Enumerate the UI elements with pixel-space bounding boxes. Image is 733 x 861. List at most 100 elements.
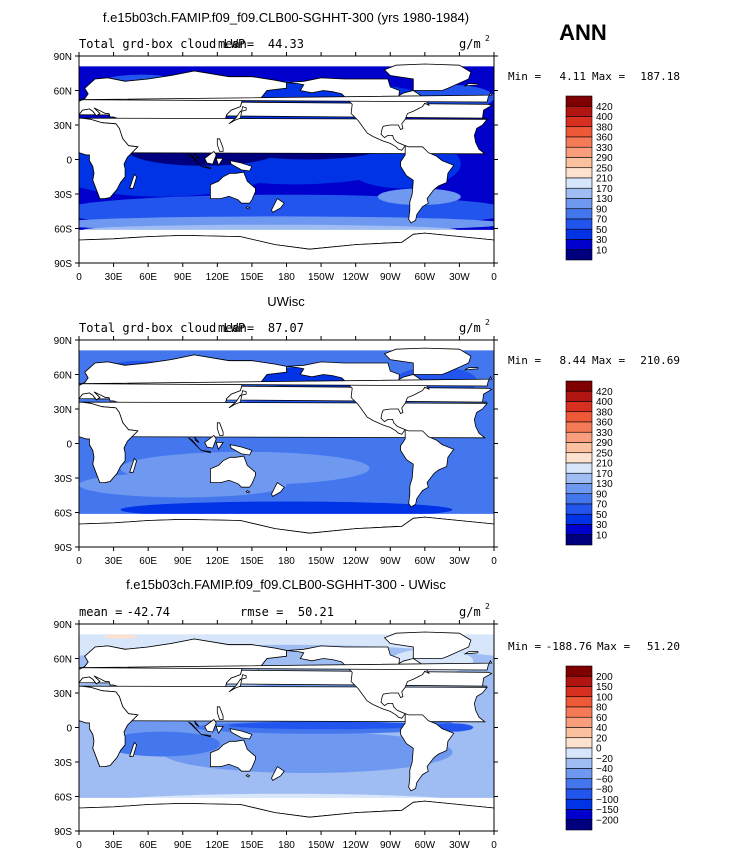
- lon-tick-label: 90E: [174, 840, 192, 851]
- colorbar-swatch: [565, 819, 593, 831]
- colorbar-swatch: [565, 809, 593, 821]
- land-outline: [79, 666, 80, 669]
- lon-tick-label: 30E: [105, 840, 123, 851]
- colorbar-swatch: [565, 737, 593, 749]
- colorbar-label: 290: [596, 153, 613, 164]
- colorbar-swatch: [565, 524, 593, 536]
- lon-tick-label: 120E: [206, 840, 230, 851]
- lon-tick-label: 90E: [174, 556, 192, 567]
- lon-tick-label: 120E: [206, 556, 230, 567]
- colorbar-swatch: [565, 716, 593, 728]
- colorbar-swatch: [565, 665, 593, 677]
- colorbar-swatch: [565, 95, 593, 107]
- colorbar-label: 50: [596, 510, 608, 521]
- colorbar-label: 400: [596, 112, 613, 123]
- lon-tick-label: 30W: [449, 840, 470, 851]
- land-outline: [216, 422, 224, 436]
- lat-tick-label: 0: [66, 440, 72, 451]
- colorbar-label: 200: [596, 672, 613, 683]
- lat-tick-label: 30N: [54, 689, 72, 700]
- colorbar-label: −40: [596, 764, 613, 775]
- colorbar-label: 70: [596, 215, 608, 226]
- land-outline: [210, 739, 256, 772]
- land-outline: [79, 516, 494, 547]
- colorbar-label: 10: [596, 245, 608, 256]
- land-outline: [228, 110, 242, 125]
- land-outline: [271, 766, 285, 781]
- colorbar-label: −150: [596, 805, 619, 816]
- colorbar-label: 250: [596, 163, 613, 174]
- lon-tick-label: 150W: [308, 556, 335, 567]
- lat-tick-label: 0: [66, 724, 72, 735]
- colorbar-swatch: [565, 177, 593, 189]
- colorbar-swatch: [565, 390, 593, 402]
- colorbar-swatch: [565, 472, 593, 484]
- panel-2-min-value: 8.44: [560, 354, 587, 367]
- field-contour-region: [103, 634, 138, 639]
- lon-tick-label: 180: [278, 556, 295, 567]
- land-outline: [79, 685, 139, 767]
- lon-tick-label: 90E: [174, 272, 192, 283]
- lat-tick-label: 90N: [54, 620, 72, 631]
- colorbar-label: 60: [596, 713, 608, 724]
- colorbar-swatch: [565, 208, 593, 220]
- colorbar-swatch: [565, 686, 593, 698]
- land-outline: [400, 429, 455, 508]
- colorbar-swatch: [565, 157, 593, 169]
- panel-3-units: g/m: [459, 605, 481, 619]
- colorbar-label: 150: [596, 682, 613, 693]
- panel-2-max-label: Max =: [592, 354, 625, 367]
- lon-tick-label: 150E: [240, 840, 264, 851]
- land-outline: [79, 91, 493, 103]
- colorbar-label: 360: [596, 418, 613, 429]
- colorbar-label: 400: [596, 397, 613, 408]
- colorbar-label: 420: [596, 102, 613, 113]
- colorbar-swatch: [565, 380, 593, 392]
- lon-tick-label: 60E: [139, 272, 157, 283]
- panel-1-min-label: Min =: [508, 70, 541, 83]
- panel-2-units-exp: 2: [485, 318, 490, 327]
- lon-tick-label: 150E: [240, 272, 264, 283]
- lat-tick-label: 90N: [54, 52, 72, 63]
- land-outline: [463, 367, 479, 371]
- lon-tick-label: 90W: [380, 272, 401, 283]
- colorbar-swatch: [565, 462, 593, 474]
- colorbar-label: 10: [596, 530, 608, 541]
- lat-tick-label: 60N: [54, 87, 72, 98]
- colorbar-label: 380: [596, 407, 613, 418]
- colorbar-label: 330: [596, 143, 613, 154]
- colorbar-label: 20: [596, 733, 608, 744]
- colorbar-swatch: [565, 187, 593, 199]
- lon-tick-label: 60W: [415, 840, 436, 851]
- land-outline: [400, 713, 455, 792]
- panel-3-mean-label: mean =: [79, 605, 122, 619]
- lon-tick-label: 120E: [206, 272, 230, 283]
- colorbar-label: 130: [596, 479, 613, 490]
- land-outline: [210, 171, 256, 204]
- land-outline: [79, 401, 139, 483]
- lat-tick-label: 60S: [54, 225, 72, 236]
- panel-3-title: f.e15b03ch.FAMIP.f09_f09.CLB00-SGHHT-300…: [126, 577, 446, 592]
- lon-tick-label: 150W: [308, 840, 335, 851]
- lon-tick-label: 120W: [343, 840, 370, 851]
- colorbar-label: −200: [596, 815, 619, 826]
- lat-tick-label: 60N: [54, 655, 72, 666]
- land-outline: [383, 347, 472, 375]
- colorbar-swatch: [565, 534, 593, 546]
- land-outline: [216, 138, 224, 152]
- land-outline: [201, 450, 211, 454]
- lon-tick-label: 60E: [139, 556, 157, 567]
- land-outline: [129, 173, 138, 189]
- panel-2-map: [79, 340, 494, 547]
- colorbar-swatch: [565, 421, 593, 433]
- panel-3-mean-value: -42.74: [127, 605, 170, 619]
- colorbar-swatch: [565, 757, 593, 769]
- panel-1-min-value: 4.11: [560, 70, 587, 83]
- land-outline: [463, 651, 479, 655]
- panel-3-min-label: Min =: [508, 640, 541, 653]
- panel-3-map: [79, 624, 494, 831]
- land-outline: [204, 434, 217, 449]
- land-outline: [79, 232, 494, 263]
